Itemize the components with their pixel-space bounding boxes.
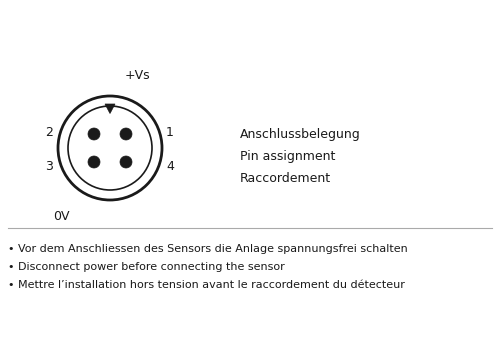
Polygon shape — [105, 104, 115, 113]
Circle shape — [120, 156, 132, 168]
Text: 2: 2 — [45, 126, 53, 140]
Text: 0V: 0V — [53, 210, 70, 223]
Circle shape — [88, 156, 100, 168]
Text: Anschlussbelegung: Anschlussbelegung — [240, 128, 361, 141]
Text: +Vs: +Vs — [125, 69, 150, 82]
Text: 3: 3 — [45, 160, 53, 173]
Text: 4: 4 — [166, 160, 174, 173]
Circle shape — [88, 128, 100, 140]
Text: Pin assignment: Pin assignment — [240, 150, 336, 163]
Text: • Mettre l’installation hors tension avant le raccordement du détecteur: • Mettre l’installation hors tension ava… — [8, 280, 405, 290]
Circle shape — [120, 128, 132, 140]
Text: • Disconnect power before connecting the sensor: • Disconnect power before connecting the… — [8, 262, 285, 272]
Text: • Vor dem Anschliessen des Sensors die Anlage spannungsfrei schalten: • Vor dem Anschliessen des Sensors die A… — [8, 244, 408, 254]
Text: Raccordement: Raccordement — [240, 172, 331, 185]
Text: 1: 1 — [166, 126, 174, 140]
